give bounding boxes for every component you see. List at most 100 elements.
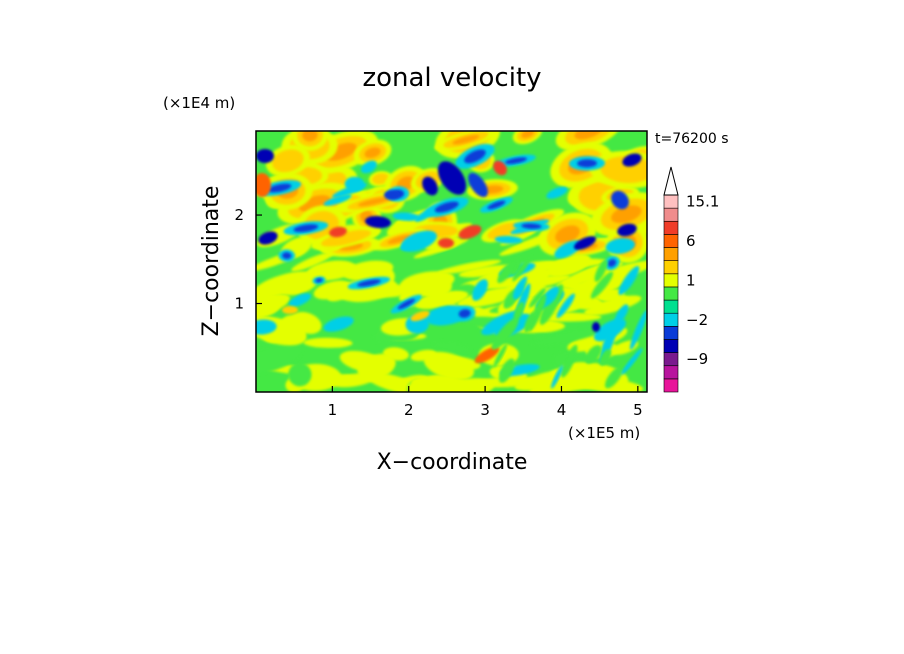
- field-patch: [621, 347, 643, 375]
- field-patch: [258, 231, 278, 245]
- field-patch: [590, 271, 614, 299]
- field-patch: [513, 301, 525, 321]
- field-patch: [487, 222, 519, 240]
- colorbar-swatch: [663, 339, 679, 353]
- field-patch: [474, 346, 500, 364]
- field-patch: [410, 310, 430, 322]
- field-patch: [505, 157, 527, 165]
- field-patch: [605, 238, 635, 254]
- field-patch: [323, 316, 354, 332]
- field-patch: [493, 343, 508, 368]
- field-patch: [497, 259, 518, 284]
- x-tick-label: 1: [328, 401, 338, 419]
- field-patch: [515, 276, 528, 291]
- velocity-field: [256, 131, 647, 392]
- colorbar-swatch: [663, 207, 679, 222]
- field-patch: [332, 183, 367, 198]
- colorbar: [663, 166, 679, 393]
- colorbar-label: −9: [686, 350, 708, 368]
- field-patch: [468, 172, 488, 198]
- colorbar-swatch: [663, 326, 679, 340]
- y-axis: 12: [234, 206, 262, 313]
- field-patch: [494, 235, 523, 244]
- field-patch: [555, 225, 580, 243]
- field-patch: [551, 365, 563, 389]
- field-patch: [314, 374, 355, 385]
- colorbar-swatch: [663, 194, 679, 209]
- colorbar-swatch: [663, 273, 679, 288]
- field-patch: [521, 223, 542, 229]
- colorbar-swatch: [663, 260, 679, 275]
- field-patch: [397, 298, 415, 310]
- field-patch: [392, 212, 420, 221]
- field-patch: [442, 356, 481, 370]
- field-patch: [622, 153, 642, 167]
- x-tick-label: 4: [557, 401, 567, 419]
- colorbar-swatch: [663, 378, 679, 393]
- field-patch: [434, 201, 459, 213]
- y-axis-label: Z−coordinate: [199, 186, 224, 337]
- colorbar-extend-arrow: [663, 166, 679, 196]
- field-patch: [413, 238, 469, 259]
- field-patch: [303, 337, 353, 348]
- field-patch: [256, 149, 274, 163]
- field-patch: [546, 186, 568, 199]
- field-patch: [399, 280, 434, 303]
- colorbar-swatch: [663, 365, 679, 380]
- field-patch: [256, 344, 303, 376]
- field-patch: [360, 160, 377, 174]
- field-patch: [323, 194, 352, 206]
- field-patch: [357, 279, 381, 287]
- field-patch: [329, 226, 347, 238]
- field-patch: [291, 251, 334, 272]
- field-patch: [547, 253, 591, 277]
- field-patch: [315, 278, 323, 283]
- x-unit-label: (×1E5 m): [568, 424, 640, 442]
- field-patch: [372, 173, 390, 185]
- field-patch: [611, 190, 629, 210]
- x-tick-label: 5: [633, 401, 643, 419]
- colorbar-swatch: [663, 234, 679, 248]
- field-patch: [604, 366, 623, 389]
- x-axis: 1 2 3 4 5: [328, 386, 643, 419]
- colorbar-swatch: [663, 312, 679, 327]
- colorbar-labels: 15.1 6 1 −2 −9: [686, 193, 719, 369]
- x-tick-label: 3: [480, 401, 490, 419]
- y-unit-label: (×1E4 m): [163, 94, 235, 112]
- field-patch: [458, 225, 482, 239]
- plot-area: [256, 131, 647, 392]
- field-patch: [282, 252, 292, 260]
- colorbar-swatch: [663, 286, 679, 301]
- x-tick-label: 2: [404, 401, 414, 419]
- field-patch: [607, 259, 617, 267]
- field-patch: [384, 190, 400, 200]
- field-patch: [541, 286, 559, 307]
- field-patch: [529, 287, 546, 308]
- field-patch: [357, 197, 390, 207]
- field-patch: [267, 183, 292, 193]
- colorbar-swatch: [663, 247, 679, 261]
- field-patch: [424, 375, 475, 392]
- field-patch: [458, 264, 517, 278]
- field-patch: [457, 286, 524, 308]
- field-patch: [464, 149, 486, 164]
- field-patch: [458, 309, 471, 318]
- field-patch: [403, 292, 465, 307]
- field-patch: [452, 134, 480, 145]
- field-patch: [472, 279, 488, 301]
- field-patch: [598, 289, 625, 301]
- field-patch: [293, 224, 319, 233]
- field-patch: [256, 293, 290, 322]
- field-patch: [584, 295, 642, 316]
- x-axis-label: X−coordinate: [377, 450, 528, 475]
- field-patch: [487, 200, 506, 210]
- field-patch: [481, 310, 523, 336]
- field-patch: [261, 278, 307, 296]
- field-patch: [422, 176, 438, 196]
- field-patch: [592, 322, 600, 332]
- field-patch: [282, 306, 298, 314]
- field-patch: [387, 234, 411, 244]
- field-patch: [382, 347, 409, 361]
- colorbar-label: 1: [686, 271, 696, 289]
